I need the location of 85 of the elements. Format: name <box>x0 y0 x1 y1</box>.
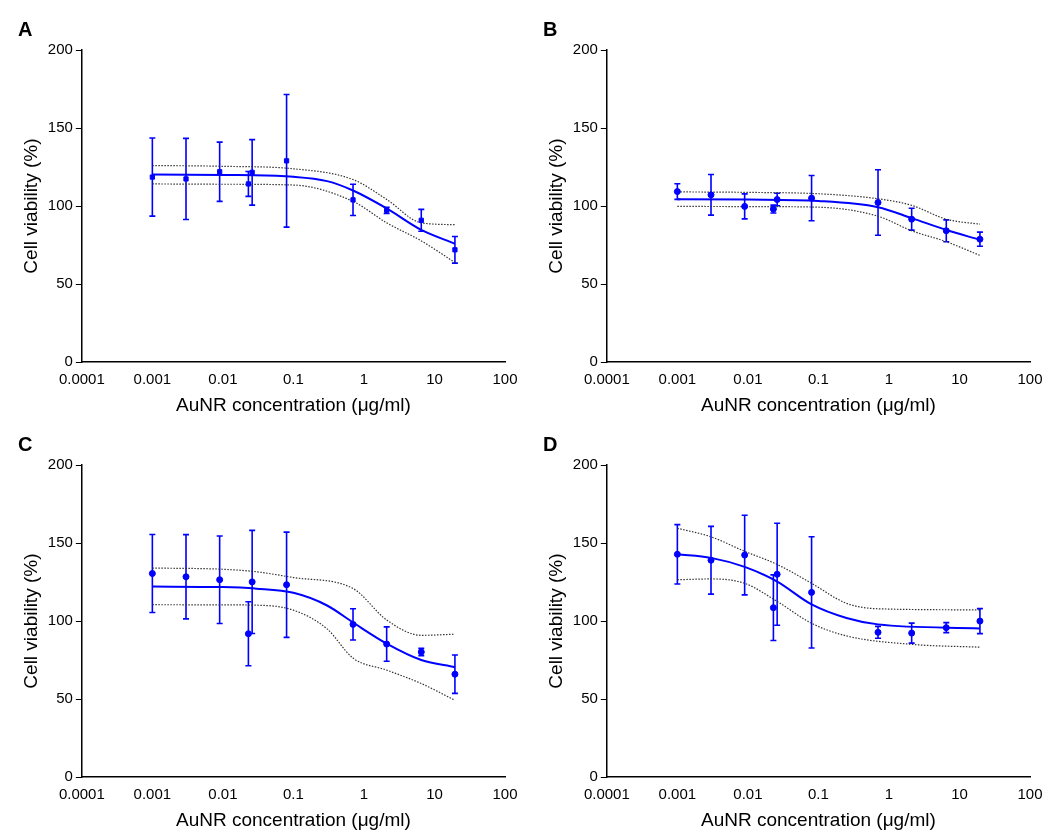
y-tick-label: 150 <box>47 533 73 551</box>
x-tick-label: 0.001 <box>658 370 697 388</box>
chart-title: A <box>18 17 33 40</box>
x-tick-label: 0.01 <box>208 785 238 803</box>
point <box>976 235 984 243</box>
point <box>707 556 715 564</box>
y-tick-label: 50 <box>581 274 598 292</box>
point <box>350 197 356 203</box>
y-tick-label: 150 <box>47 118 73 136</box>
x-tick-label: 10 <box>426 785 443 803</box>
y-tick-label: 50 <box>56 689 73 707</box>
point <box>452 247 458 253</box>
y-axis-title: Cell viability (%) <box>544 553 566 689</box>
y-tick-label: 100 <box>572 196 598 214</box>
point <box>451 670 459 678</box>
y-tick-label: 200 <box>47 455 73 473</box>
point <box>216 576 224 584</box>
y-tick-label: 150 <box>572 118 598 136</box>
y-tick-label: 200 <box>572 455 598 473</box>
chart-title: C <box>18 432 33 455</box>
point <box>149 174 155 180</box>
x-tick-label: 0.1 <box>807 785 829 803</box>
y-tick-label: 0 <box>64 352 73 370</box>
chart-title: D <box>543 432 558 455</box>
y-tick-label: 200 <box>572 40 598 58</box>
x-tick-label: 0.0001 <box>58 370 105 388</box>
y-tick-label: 0 <box>589 767 598 785</box>
x-tick-label: 0.0001 <box>583 370 630 388</box>
point <box>673 188 681 196</box>
y-tick-label: 100 <box>572 611 598 629</box>
x-tick-label: 0.01 <box>733 785 763 803</box>
point <box>349 620 357 628</box>
point <box>418 217 424 223</box>
point <box>741 202 749 210</box>
x-tick-label: 0.01 <box>208 370 238 388</box>
point <box>383 640 391 648</box>
x-tick-label: 100 <box>1017 785 1043 803</box>
x-tick-label: 1 <box>359 370 369 388</box>
y-tick-label: 200 <box>47 40 73 58</box>
x-tick-label: 100 <box>1017 370 1043 388</box>
x-tick-label: 100 <box>492 370 518 388</box>
x-tick-label: 0.001 <box>133 370 172 388</box>
point <box>673 550 681 558</box>
point <box>741 551 749 559</box>
y-tick-label: 100 <box>47 611 73 629</box>
x-axis-title: AuNR concentration (μg/ml) <box>701 808 936 830</box>
x-tick-label: 1 <box>884 785 894 803</box>
x-tick-label: 10 <box>951 785 968 803</box>
point <box>182 573 190 581</box>
y-tick-label: 50 <box>56 274 73 292</box>
x-tick-label: 0.0001 <box>583 785 630 803</box>
x-tick-label: 0.1 <box>282 370 304 388</box>
x-tick-label: 10 <box>426 370 443 388</box>
x-tick-label: 0.1 <box>282 785 304 803</box>
y-tick-label: 50 <box>581 689 598 707</box>
x-tick-label: 100 <box>492 785 518 803</box>
x-tick-label: 0.0001 <box>58 785 105 803</box>
y-tick-label: 0 <box>64 767 73 785</box>
y-axis-title: Cell viability (%) <box>544 138 566 274</box>
point <box>148 569 156 577</box>
y-tick-label: 100 <box>47 196 73 214</box>
point <box>942 227 950 235</box>
x-axis-title: AuNR concentration (μg/ml) <box>176 808 411 830</box>
y-tick-label: 0 <box>589 352 598 370</box>
x-tick-label: 0.01 <box>733 370 763 388</box>
point <box>976 617 984 625</box>
x-axis-title: AuNR concentration (μg/ml) <box>176 393 411 415</box>
point <box>183 176 189 182</box>
x-tick-label: 0.001 <box>133 785 172 803</box>
point <box>908 215 916 223</box>
point <box>217 169 223 175</box>
x-tick-label: 0.1 <box>807 370 829 388</box>
y-tick-label: 150 <box>572 533 598 551</box>
x-axis-title: AuNR concentration (μg/ml) <box>701 393 936 415</box>
x-tick-label: 0.001 <box>658 785 697 803</box>
point <box>707 191 715 199</box>
y-axis-title: Cell viability (%) <box>19 553 41 689</box>
point <box>908 629 916 637</box>
x-tick-label: 10 <box>951 370 968 388</box>
x-tick-label: 1 <box>884 370 894 388</box>
point <box>874 199 882 207</box>
chart-title: B <box>543 17 558 40</box>
y-axis-title: Cell viability (%) <box>19 138 41 274</box>
point <box>874 628 882 636</box>
x-tick-label: 1 <box>359 785 369 803</box>
